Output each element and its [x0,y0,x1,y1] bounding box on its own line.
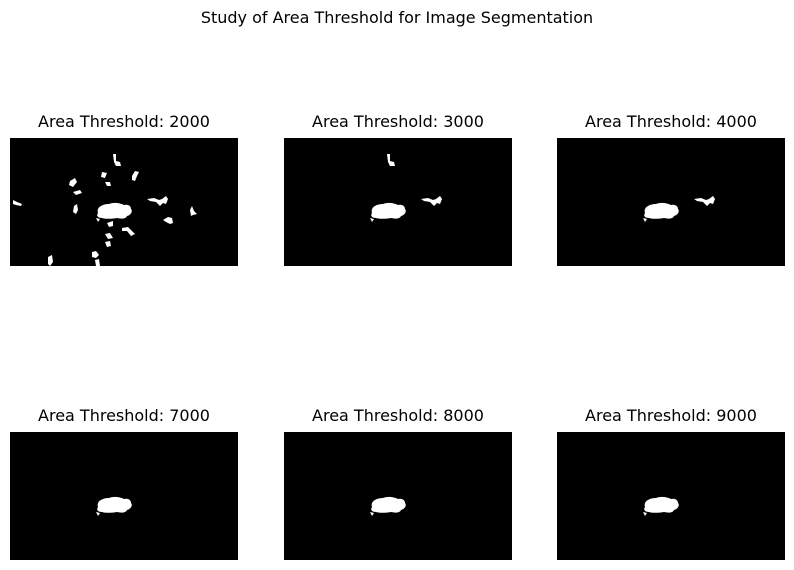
blob-b3 [101,172,111,186]
blob-b2 [113,154,121,166]
blob-main [643,202,679,222]
blob-b9 [122,227,135,236]
blob-b2 [387,154,395,166]
blob-b1 [13,200,22,206]
blob-b13 [105,233,113,239]
blob-b7 [73,204,78,214]
blob-b12 [190,206,197,216]
segmentation-mask-image [557,432,785,560]
blob-b4 [69,178,77,187]
blob-main [643,496,679,516]
blob-b17 [48,255,53,266]
panel-title: Area Threshold: 4000 [585,112,757,131]
blob-main [96,496,132,516]
figure-title: Study of Area Threshold for Image Segmen… [200,8,594,27]
blob-b16 [95,259,100,266]
mask-svg [13,154,197,266]
panel-title: Area Threshold: 8000 [312,406,484,425]
blob-b10 [147,196,168,206]
blob-b10 [694,196,715,206]
blob-b14 [105,241,111,247]
mask-svg [643,196,715,222]
mask-svg [370,154,442,222]
blob-b5 [73,190,82,195]
panel-title: Area Threshold: 2000 [38,112,210,131]
blob-b6 [132,171,139,181]
blob-main [370,496,406,516]
blob-b8 [107,221,113,227]
segmentation-mask-image [10,138,238,266]
mask-svg [96,496,132,516]
segmentation-mask-image [557,138,785,266]
mask-svg [370,496,406,516]
panel-title: Area Threshold: 3000 [312,112,484,131]
mask-svg [643,496,679,516]
segmentation-mask-image [10,432,238,560]
blob-b10 [421,196,442,206]
blob-b15 [92,251,99,258]
blob-b11 [163,217,173,224]
blob-main [370,202,406,222]
panel-title: Area Threshold: 9000 [585,406,757,425]
segmentation-mask-image [284,432,512,560]
panel-title: Area Threshold: 7000 [38,406,210,425]
segmentation-mask-image [284,138,512,266]
blob-main [96,202,132,222]
